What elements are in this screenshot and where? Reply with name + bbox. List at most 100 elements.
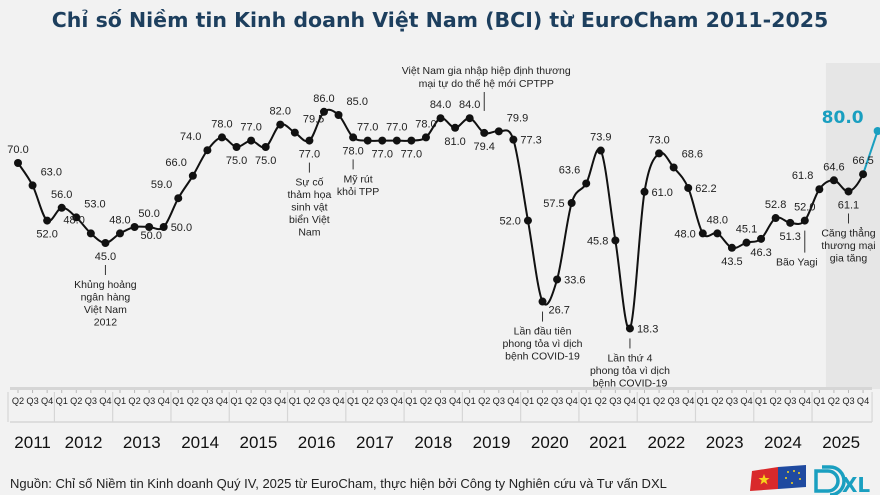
data-label: 79.5 — [303, 114, 324, 126]
data-point — [392, 136, 401, 145]
quarter-tick-label: Q3 — [493, 396, 505, 406]
data-label: 50.0 — [138, 208, 159, 220]
data-point — [829, 176, 838, 185]
year-label: 2012 — [65, 433, 103, 452]
data-label: 78.0 — [211, 118, 232, 130]
quarter-tick-label: Q2 — [653, 396, 665, 406]
data-point — [349, 133, 358, 142]
data-point — [640, 187, 649, 196]
data-label: 75.0 — [226, 155, 247, 167]
quarter-tick-label: Q4 — [624, 396, 636, 406]
year-label: 2022 — [647, 433, 685, 452]
data-label: 81.0 — [444, 136, 465, 148]
bci-line-chart: Q2 Q3 Q4 Q1 Q2 Q3 Q4 Q1 Q2 Q3 Q4 Q1 Q2 Q3 Q4 Q1 Q2 Q3 Q4 Q1… — [7, 63, 880, 452]
year-label: 2023 — [706, 433, 744, 452]
data-label: 52.0 — [500, 216, 521, 228]
data-label: 45.8 — [587, 235, 608, 247]
data-point — [101, 239, 110, 247]
data-label: 59.0 — [151, 179, 172, 191]
data-point — [844, 187, 853, 196]
data-point — [625, 324, 634, 333]
data-label: 61.0 — [652, 187, 673, 199]
annotation-text: Sự cố — [295, 177, 323, 189]
data-label: 18.3 — [637, 323, 658, 335]
data-point — [567, 199, 576, 207]
annotation-text: mại tự do thế hệ mới CPTPP — [419, 78, 554, 90]
quarter-tick-label: Q3 — [143, 396, 155, 406]
data-point — [859, 170, 868, 179]
quarter-tick-label: Q1 — [697, 396, 709, 406]
year-label: 2015 — [239, 433, 277, 452]
annotation-text: Việt Nam gia nhập hiệp định thương — [402, 65, 571, 77]
quarter-tick-label: Q2 — [362, 396, 374, 406]
data-point — [319, 107, 328, 116]
data-label: 63.0 — [41, 166, 62, 178]
quarter-tick-label: Q4 — [566, 396, 578, 406]
quarter-tick-label: Q3 — [26, 396, 38, 406]
data-label: 86.0 — [313, 93, 334, 105]
quarter-tick-label: Q4 — [158, 396, 170, 406]
data-label: 68.6 — [682, 148, 703, 160]
annotation-text: Việt Nam — [84, 304, 127, 316]
quarter-tick-label: Q1 — [813, 396, 825, 406]
data-label: 77.0 — [386, 122, 407, 134]
quarter-tick-label: Q3 — [260, 396, 272, 406]
data-point — [611, 236, 620, 245]
quarter-tick-label: Q2 — [303, 396, 315, 406]
quarter-tick-label: Q3 — [85, 396, 97, 406]
data-point — [698, 229, 707, 238]
annotation-text: Lần thứ 4 — [607, 352, 652, 364]
data-label: 73.0 — [648, 134, 669, 146]
data-point — [786, 218, 795, 227]
data-point — [28, 181, 37, 190]
quarter-tick-label: Q4 — [740, 396, 752, 406]
data-label: 66.0 — [165, 157, 186, 169]
quarter-tick-label: Q1 — [464, 396, 476, 406]
data-point — [261, 143, 270, 151]
year-label: 2013 — [123, 433, 161, 452]
quarter-tick-label: Q1 — [56, 396, 68, 406]
quarter-tick-label: Q2 — [536, 396, 548, 406]
quarter-tick-label: Q4 — [332, 396, 344, 406]
quarter-tick-label: Q4 — [682, 396, 694, 406]
data-point — [538, 297, 547, 306]
dxl-logo-icon — [814, 465, 846, 495]
year-label: 2011 — [14, 433, 51, 452]
data-point — [290, 128, 299, 137]
quarter-tick-label: Q4 — [274, 396, 286, 406]
quarter-tick-label: Q2 — [128, 396, 140, 406]
data-label: 78.0 — [342, 145, 363, 157]
data-label: 48.0 — [109, 214, 130, 226]
data-point — [203, 146, 212, 155]
quarter-tick-label: Q2 — [187, 396, 199, 406]
quarter-tick-label: Q4 — [799, 396, 811, 406]
quarter-tick-label: Q1 — [638, 396, 650, 406]
data-label: 33.6 — [564, 274, 585, 286]
data-point — [800, 216, 809, 225]
data-label: 48.0 — [707, 214, 728, 226]
quarter-tick-label: Q3 — [201, 396, 213, 406]
year-label: 2014 — [181, 433, 219, 452]
data-label: 85.0 — [347, 96, 368, 108]
quarter-tick-label: Q4 — [449, 396, 461, 406]
data-point — [582, 179, 591, 188]
data-point — [684, 183, 693, 192]
data-label: 77.3 — [520, 135, 541, 147]
year-label: 2025 — [822, 433, 860, 452]
quarter-tick-label: Q4 — [857, 396, 869, 406]
quarter-tick-label: Q2 — [711, 396, 723, 406]
data-label: 73.9 — [590, 132, 611, 144]
data-point — [86, 229, 95, 238]
data-point — [72, 213, 81, 222]
dxl-logo-text: XL — [842, 473, 870, 495]
data-point — [771, 214, 780, 223]
annotation-text: biển Việt — [289, 214, 330, 226]
data-point — [378, 136, 387, 145]
annotation-text: Bão Yagi — [776, 257, 818, 269]
year-label: 2019 — [473, 433, 511, 452]
annotation-text: sinh vật — [291, 202, 327, 214]
annotation-text: Mỹ rút — [344, 173, 373, 185]
data-label: 74.0 — [180, 131, 201, 143]
data-label: 52.0 — [36, 229, 57, 241]
quarter-tick-label: Q1 — [230, 396, 242, 406]
